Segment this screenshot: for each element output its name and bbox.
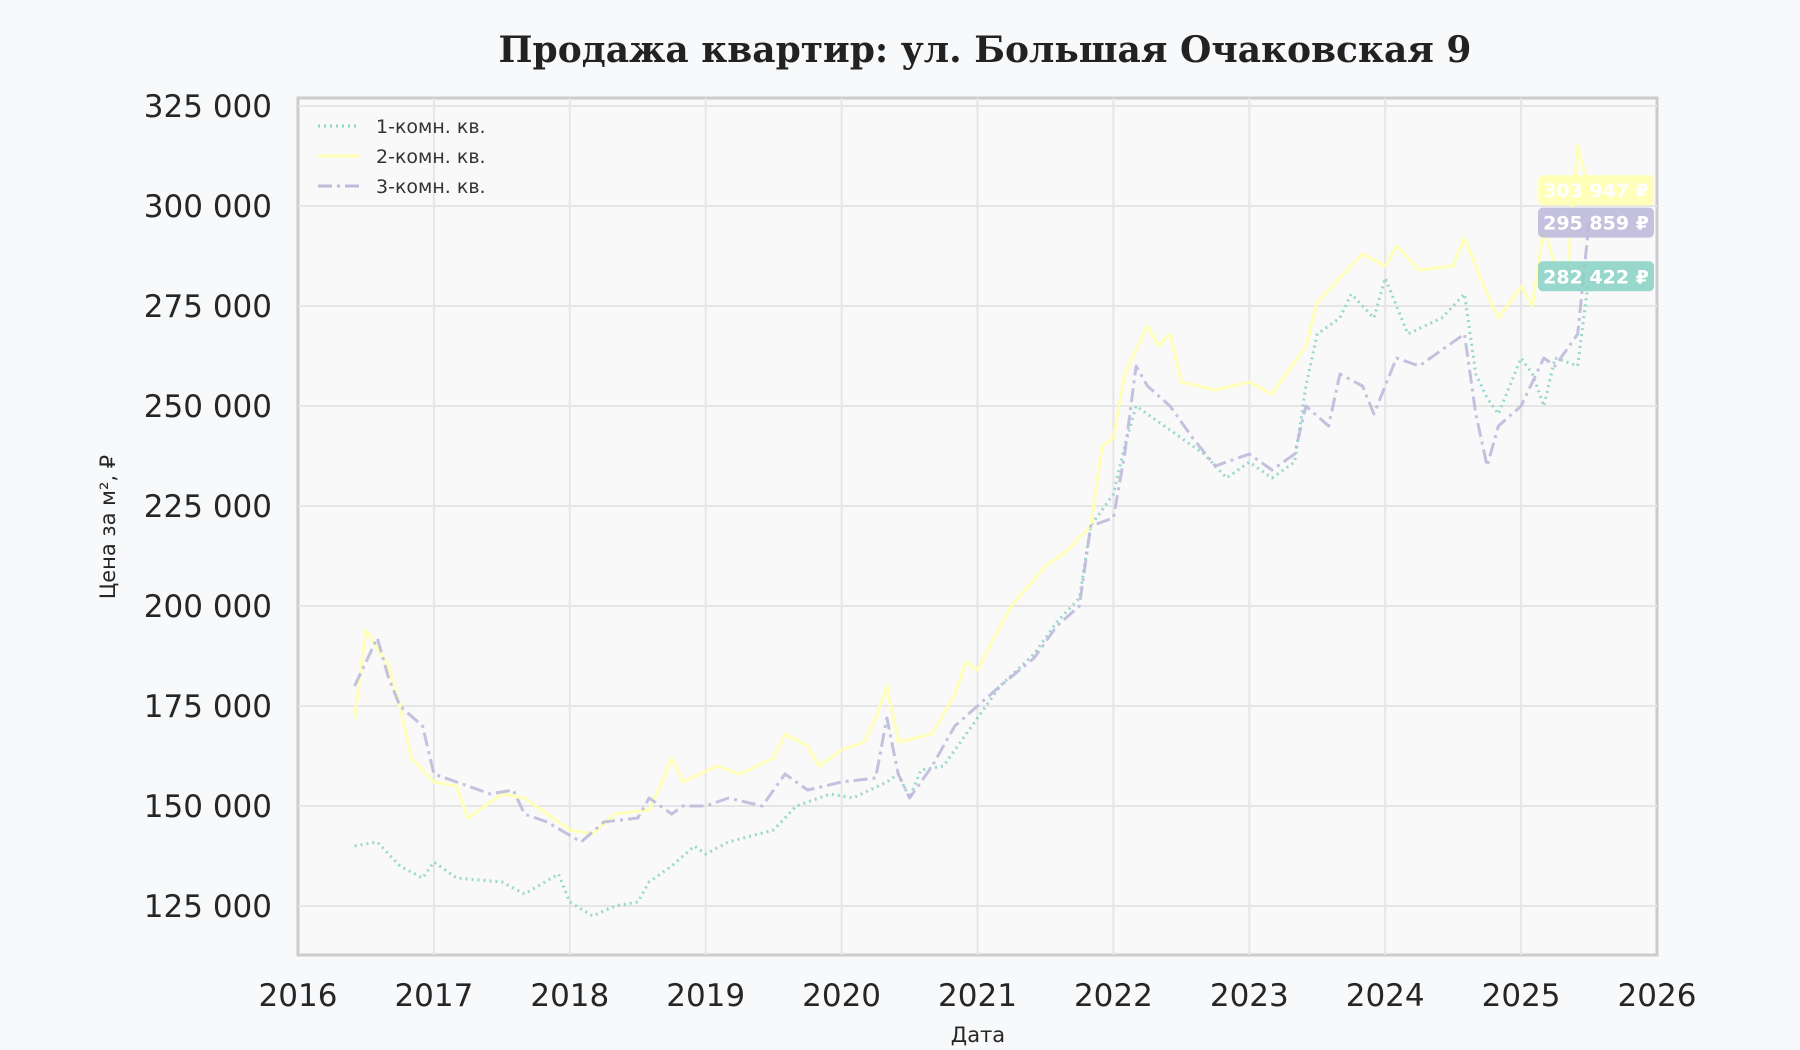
y-tick-label: 125 000 [144,889,272,925]
legend-item: 3-комн. кв. [318,176,486,198]
legend-label: 2-комн. кв. [376,146,486,168]
y-tick-label: 225 000 [144,489,272,525]
x-tick-label: 2016 [259,978,338,1014]
x-tick-label: 2018 [530,978,609,1014]
x-tick-label: 2020 [802,978,881,1014]
end-label-text: 303 947 ₽ [1543,180,1649,202]
y-tick-label: 175 000 [144,689,272,725]
end-labels: 282 422 ₽ 303 947 ₽ 295 859 ₽ [1538,175,1654,292]
y-tick-label: 300 000 [144,189,272,225]
legend-item: 2-комн. кв. [318,146,486,168]
y-axis-label: Цена за м², ₽ [96,455,120,599]
x-tick-label: 2025 [1482,978,1561,1014]
end-label-text: 282 422 ₽ [1543,266,1649,288]
chart-title: Продажа квартир: ул. Большая Очаковская … [499,29,1472,71]
series-line-3 [353,222,1591,844]
x-tick-label: 2024 [1346,978,1425,1014]
end-label-box [1538,207,1654,238]
grid [298,98,1657,955]
x-tick-label: 2017 [394,978,473,1014]
legend-label: 3-комн. кв. [376,176,486,198]
x-tick-label: 2019 [666,978,745,1014]
y-tick-label: 150 000 [144,789,272,825]
x-tick-label: 2023 [1210,978,1289,1014]
series-line-2 [353,144,1591,836]
end-value-label: 282 422 ₽ [1538,261,1654,292]
x-tick-label: 2022 [1074,978,1153,1014]
end-value-label: 295 859 ₽ [1538,207,1654,238]
legend-label: 1-комн. кв. [376,116,486,138]
y-tick-label: 275 000 [144,289,272,325]
end-label-text: 295 859 ₽ [1543,213,1649,235]
y-tick-label: 250 000 [144,389,272,425]
end-value-label: 303 947 ₽ [1538,175,1654,206]
x-tick-label: 2026 [1618,978,1697,1014]
series-lines [353,144,1591,918]
x-tick-label: 2021 [938,978,1017,1014]
y-tick-label: 200 000 [144,589,272,625]
end-label-box [1538,175,1654,206]
legend-item: 1-комн. кв. [318,116,486,138]
legend: 1-комн. кв. 2-комн. кв. 3-комн. кв. [318,116,486,198]
series-line-1 [354,276,1591,918]
ticks: 2016 2017 2018 2019 2020 2021 2022 2023 2024 2025… [144,89,1697,1014]
end-label-box [1538,261,1654,292]
y-tick-label: 325 000 [144,89,272,125]
x-axis-label: Дата [951,1023,1005,1047]
